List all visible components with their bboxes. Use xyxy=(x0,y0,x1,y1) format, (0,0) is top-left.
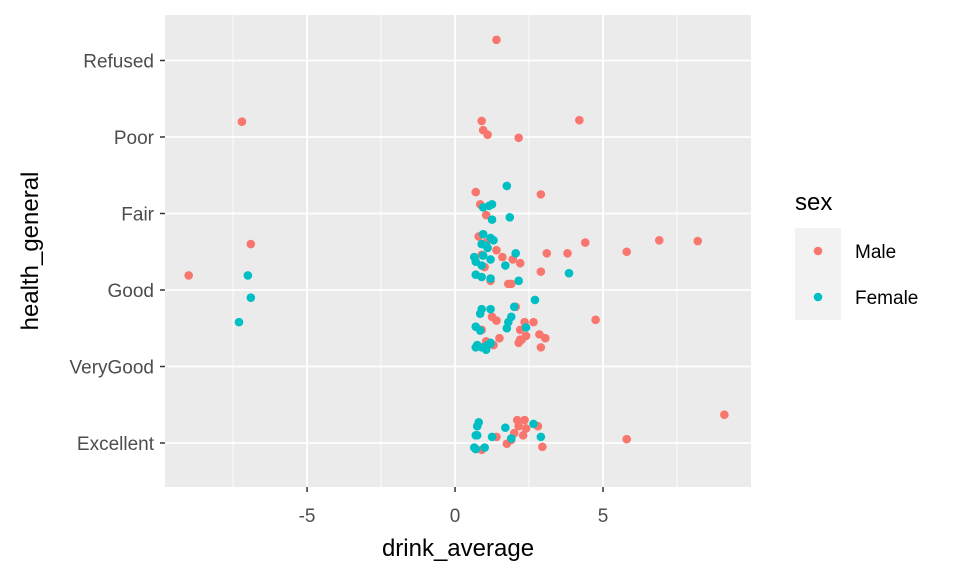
point-male xyxy=(520,415,529,425)
point-female xyxy=(536,432,546,442)
x-tick-label: 5 xyxy=(598,506,609,527)
legend-key-male xyxy=(813,246,823,256)
point-female xyxy=(472,431,482,440)
point-female xyxy=(489,235,498,245)
x-tick-label: -5 xyxy=(299,506,316,527)
y-tick-label: Good xyxy=(108,281,154,302)
point-female xyxy=(478,203,488,212)
point-male xyxy=(521,424,531,433)
point-female xyxy=(486,338,495,348)
point-male xyxy=(538,442,547,452)
point-female xyxy=(471,343,481,352)
point-male xyxy=(536,267,546,276)
legend-key-female xyxy=(813,292,823,302)
y-axis: Excellent VeryGood Good Fair Poor Refused xyxy=(70,52,165,455)
y-tick-label: Fair xyxy=(121,205,154,226)
point-female xyxy=(505,213,515,222)
point-female xyxy=(481,345,491,354)
point-female xyxy=(511,248,521,258)
y-axis-title: health_general xyxy=(17,172,44,331)
point-female xyxy=(477,261,486,270)
point-male xyxy=(506,279,516,289)
point-male xyxy=(184,271,193,280)
point-male xyxy=(237,117,247,126)
point-female xyxy=(521,323,531,332)
point-female xyxy=(483,243,492,253)
point-male xyxy=(514,421,523,431)
point-female xyxy=(530,295,540,305)
y-tick-label: Excellent xyxy=(77,434,155,455)
y-tick-label: Poor xyxy=(114,128,155,149)
point-female xyxy=(480,443,489,452)
point-male xyxy=(720,410,729,419)
point-female xyxy=(487,215,497,224)
point-female xyxy=(486,274,495,283)
x-tick-label: 0 xyxy=(450,506,461,527)
point-female xyxy=(501,423,510,433)
point-female xyxy=(486,304,495,314)
point-female xyxy=(509,302,519,312)
point-female xyxy=(502,323,512,333)
point-male xyxy=(542,248,552,258)
point-female xyxy=(514,276,523,286)
point-male xyxy=(495,333,504,343)
point-male xyxy=(492,316,501,325)
point-male xyxy=(498,252,507,262)
major-gridlines xyxy=(165,15,751,487)
plot-panel xyxy=(165,15,751,487)
point-male xyxy=(483,130,492,140)
point-female xyxy=(486,255,495,264)
point-female xyxy=(475,326,485,335)
point-female xyxy=(502,181,512,191)
legend: sex Male Female xyxy=(795,189,918,320)
point-female xyxy=(246,293,256,302)
point-male xyxy=(515,258,525,268)
point-male xyxy=(514,133,523,143)
y-tick-label: VeryGood xyxy=(70,358,155,379)
point-female xyxy=(529,419,538,429)
point-male xyxy=(575,115,584,125)
point-male xyxy=(536,190,546,199)
point-female xyxy=(478,251,488,260)
point-female xyxy=(471,444,481,454)
point-male xyxy=(693,236,703,246)
data-points xyxy=(184,35,729,455)
point-female xyxy=(487,200,497,209)
point-female xyxy=(501,261,510,270)
point-male xyxy=(518,431,528,440)
point-female xyxy=(243,271,253,280)
point-female xyxy=(472,421,482,431)
point-male xyxy=(541,333,550,343)
minor-gridlines xyxy=(232,15,678,487)
point-female xyxy=(506,434,516,443)
point-female xyxy=(234,317,244,327)
point-male xyxy=(580,238,590,247)
point-female xyxy=(477,272,486,282)
x-axis-title: drink_average xyxy=(382,535,534,562)
point-female xyxy=(478,229,488,239)
point-male xyxy=(654,235,664,245)
point-male xyxy=(591,315,600,325)
point-female xyxy=(564,268,574,278)
point-male xyxy=(471,187,481,197)
y-tick-label: Refused xyxy=(83,52,154,73)
point-male xyxy=(477,116,486,126)
point-male xyxy=(492,35,501,45)
point-male xyxy=(622,434,631,444)
point-male xyxy=(622,247,631,257)
point-female xyxy=(475,309,485,319)
point-male xyxy=(529,317,538,327)
point-male xyxy=(492,245,501,255)
point-male xyxy=(246,239,256,249)
x-axis: -5 0 5 xyxy=(299,487,609,527)
point-female xyxy=(487,432,497,442)
point-male xyxy=(514,338,523,348)
point-male xyxy=(481,210,491,220)
legend-label-female: Female xyxy=(855,288,918,309)
legend-label-male: Male xyxy=(855,242,896,263)
point-male xyxy=(536,343,546,352)
point-male xyxy=(563,248,572,258)
legend-title: sex xyxy=(795,189,832,216)
